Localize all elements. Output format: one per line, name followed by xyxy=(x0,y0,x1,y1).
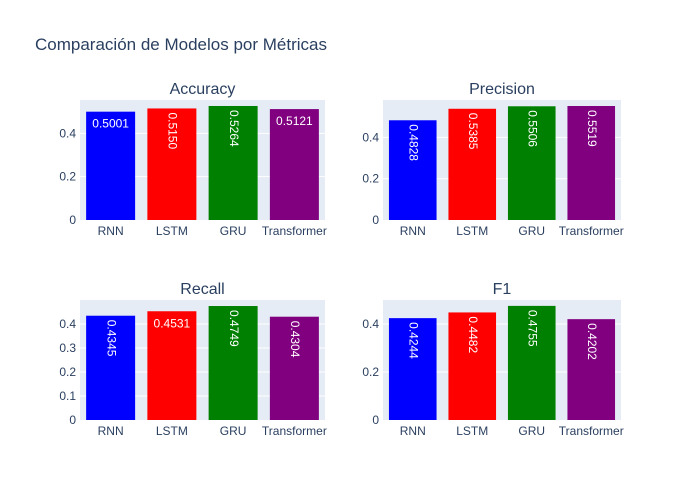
x-tick-label: LSTM xyxy=(156,224,188,238)
bar-value-label: 0.4244 xyxy=(407,322,421,359)
x-tick-label: Transformer xyxy=(559,424,624,438)
bar-value-label: 0.5264 xyxy=(227,110,241,147)
bar-value-label: 0.4828 xyxy=(407,124,421,161)
x-tick-label: LSTM xyxy=(456,224,488,238)
x-tick-label: GRU xyxy=(518,224,545,238)
x-tick-label: Transformer xyxy=(262,224,327,238)
figure-title: Comparación de Modelos por Métricas xyxy=(35,35,327,54)
x-tick-label: Transformer xyxy=(262,424,327,438)
subplot-precision: 0 0.2 0.4 Precision 0.4828 RNN 0.5385 LSTM 0.550… xyxy=(362,81,623,238)
y-tick-label: 0 xyxy=(372,213,379,227)
y-tick-label: 0.4 xyxy=(362,317,379,331)
bar-lstm xyxy=(147,311,197,420)
x-tick-label: LSTM xyxy=(456,424,488,438)
x-tick-label: GRU xyxy=(518,424,545,438)
bar-lstm xyxy=(448,108,497,220)
y-tick-label: 0 xyxy=(69,213,76,227)
bar-rnn xyxy=(388,318,437,420)
x-tick-label: GRU xyxy=(220,224,247,238)
bar-rnn xyxy=(388,120,437,220)
subplot-grid: 0 0.2 0.4 Accuracy 0.5001 RNN 0.5150 LSTM 0.5264… xyxy=(59,81,623,438)
bar-transformer xyxy=(269,316,319,420)
x-tick-label: RNN xyxy=(400,424,426,438)
y-tick-label: 0.2 xyxy=(59,365,76,379)
subplot-title: F1 xyxy=(493,281,512,298)
x-tick-label: LSTM xyxy=(156,424,188,438)
y-tick-label: 0 xyxy=(372,413,379,427)
bar-value-label: 0.5150 xyxy=(166,112,180,149)
subplot-title: Recall xyxy=(180,281,224,298)
bar-value-label: 0.4345 xyxy=(104,320,118,357)
bar-value-label: 0.4202 xyxy=(585,323,599,360)
bar-gru xyxy=(507,305,556,420)
x-tick-label: RNN xyxy=(400,224,426,238)
bar-rnn xyxy=(86,315,136,420)
bar-value-label: 0.5506 xyxy=(526,110,540,147)
x-tick-label: Transformer xyxy=(559,224,624,238)
y-tick-label: 0.4 xyxy=(59,126,76,140)
bar-value-label: 0.4482 xyxy=(466,316,480,353)
bar-lstm xyxy=(147,108,197,220)
y-tick-label: 0.2 xyxy=(362,365,379,379)
x-tick-label: RNN xyxy=(98,224,124,238)
bar-value-label: 0.5385 xyxy=(466,113,480,150)
bar-transformer xyxy=(567,319,616,420)
y-tick-label: 0.1 xyxy=(59,389,76,403)
y-tick-label: 0.3 xyxy=(59,341,76,355)
bar-lstm xyxy=(448,312,497,420)
bar-value-label: 0.5001 xyxy=(92,117,129,131)
subplot-title: Accuracy xyxy=(170,81,236,98)
y-tick-label: 0.2 xyxy=(59,170,76,184)
bar-value-label: 0.5121 xyxy=(276,114,313,128)
bar-gru xyxy=(208,306,258,420)
bar-value-label: 0.4531 xyxy=(154,316,191,330)
bar-transformer xyxy=(567,106,616,220)
subplot-recall: 0 0.1 0.2 0.3 0.4 Recall 0.4345 RNN 0.4531 LSTM 0.… xyxy=(59,281,327,438)
y-tick-label: 0.4 xyxy=(59,317,76,331)
x-tick-label: RNN xyxy=(98,424,124,438)
bar-rnn xyxy=(86,111,136,220)
x-tick-label: GRU xyxy=(220,424,247,438)
bar-value-label: 0.5519 xyxy=(585,110,599,147)
bar-value-label: 0.4304 xyxy=(288,321,302,358)
subplot-f1: 0 0.2 0.4 F1 0.4244 RNN 0.4482 LSTM 0.4755 GRU 0.4… xyxy=(362,281,623,438)
bar-transformer xyxy=(269,109,319,220)
y-tick-label: 0.4 xyxy=(362,130,379,144)
bar-gru xyxy=(507,106,556,220)
bar-gru xyxy=(208,105,258,220)
y-tick-label: 0.2 xyxy=(362,172,379,186)
subplot-title: Precision xyxy=(469,81,535,98)
y-tick-label: 0 xyxy=(69,413,76,427)
bar-value-label: 0.4749 xyxy=(227,310,241,347)
bar-value-label: 0.4755 xyxy=(526,310,540,347)
subplot-accuracy: 0 0.2 0.4 Accuracy 0.5001 RNN 0.5150 LSTM 0.5264… xyxy=(59,81,327,238)
